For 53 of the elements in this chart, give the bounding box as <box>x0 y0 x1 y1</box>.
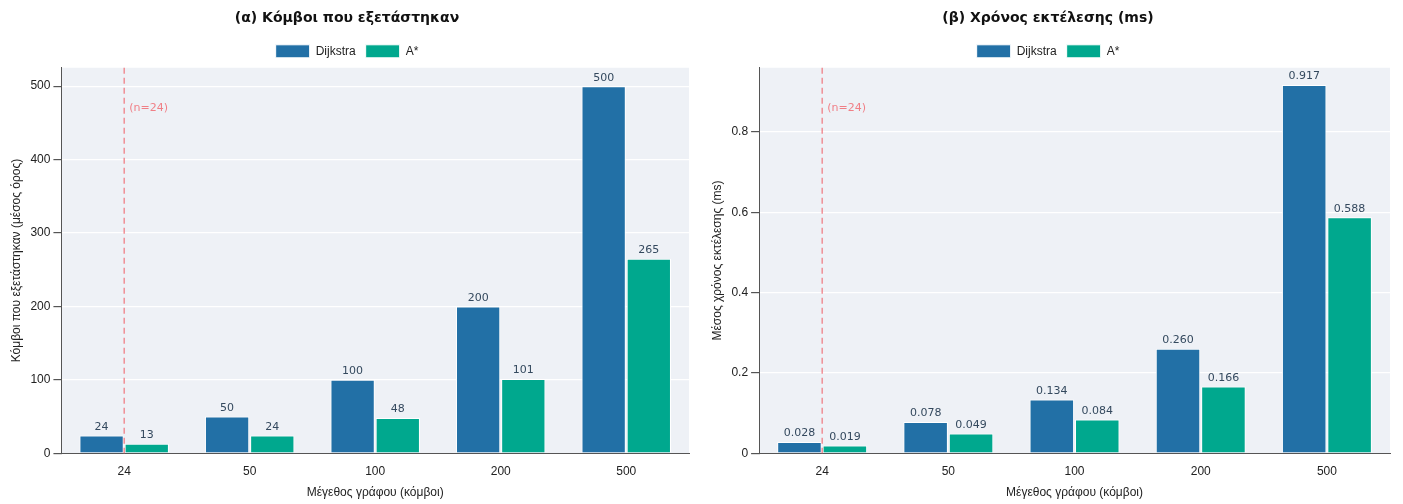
data-label: 0.028 <box>783 426 816 440</box>
y-tick-label: 0 <box>741 445 749 460</box>
data-label: 0.588 <box>1333 201 1366 215</box>
data-label: 0.049 <box>955 417 987 431</box>
x-tick-label: 50 <box>941 463 956 478</box>
y-axis-title: Μέσος χρόνος εκτέλεσης (ms) <box>709 180 724 341</box>
legend-label: A* <box>405 43 419 58</box>
x-tick-label: 24 <box>117 463 132 478</box>
x-tick-label: 200 <box>490 463 512 478</box>
ref-line-label: (n=24) <box>129 101 168 115</box>
x-tick-label: 100 <box>1064 463 1085 478</box>
chart-title: (β) Χρόνος εκτέλεσης (ms) <box>942 9 1154 26</box>
data-label: 48 <box>390 402 405 416</box>
data-label: 0.134 <box>1036 383 1068 397</box>
x-tick-label: 24 <box>815 463 830 478</box>
ref-line-label: (n=24) <box>827 101 866 115</box>
chart-title: (α) Κόμβοι που εξετάστηκαν <box>234 9 460 26</box>
data-label: 101 <box>512 363 534 377</box>
x-tick-label: 500 <box>1316 463 1338 478</box>
data-label: 0.166 <box>1207 370 1240 384</box>
y-tick-label: 200 <box>30 298 51 313</box>
legend-label: Dijkstra <box>1016 43 1057 58</box>
data-label: 50 <box>220 400 235 414</box>
y-tick-label: 0.4 <box>731 284 749 299</box>
x-tick-label: 50 <box>243 463 257 478</box>
legend-label: A* <box>1106 43 1120 58</box>
y-tick-label: 0.6 <box>731 204 749 219</box>
y-tick-label: 300 <box>30 225 51 240</box>
data-label: 13 <box>139 428 154 442</box>
x-tick-label: 200 <box>1190 463 1212 478</box>
y-tick-label: 500 <box>30 78 51 93</box>
data-label: 0.078 <box>909 406 942 420</box>
y-tick-label: 0.8 <box>731 124 749 139</box>
data-label: 0.019 <box>829 429 861 443</box>
data-label: 265 <box>638 243 660 257</box>
x-tick-label: 500 <box>616 463 637 478</box>
data-label: 0.260 <box>1162 333 1194 347</box>
data-label: 500 <box>593 70 615 84</box>
y-axis-title: Κόμβοι που εξετάστηκαν (μέσος όρος) <box>8 158 23 363</box>
x-axis-title: Μέγεθος γράφου (κόμβοι) <box>1006 485 1144 500</box>
y-tick-label: 0.2 <box>731 365 749 380</box>
x-tick-label: 100 <box>365 463 386 478</box>
data-label: 200 <box>467 290 489 304</box>
y-tick-label: 0 <box>43 445 51 460</box>
data-label: 24 <box>265 419 280 433</box>
data-label: 24 <box>94 419 109 433</box>
data-label: 0.084 <box>1081 403 1113 417</box>
x-axis-title: Μέγεθος γράφου (κόμβοι) <box>306 485 444 500</box>
y-tick-label: 400 <box>30 151 51 166</box>
y-tick-label: 100 <box>30 372 51 387</box>
data-label: 100 <box>342 364 364 378</box>
legend-label: Dijkstra <box>315 43 356 58</box>
data-label: 0.917 <box>1288 69 1320 83</box>
